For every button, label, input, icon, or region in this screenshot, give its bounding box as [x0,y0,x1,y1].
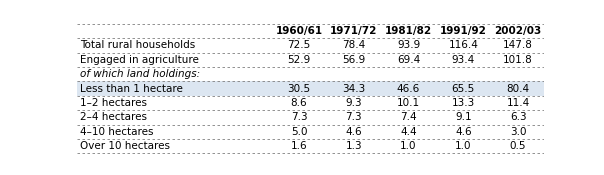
Text: 1.6: 1.6 [291,141,307,151]
Text: 56.9: 56.9 [342,55,365,65]
Text: 9.1: 9.1 [455,112,472,122]
Text: 1981/82: 1981/82 [385,26,432,36]
Text: 0.5: 0.5 [510,141,526,151]
Text: 1–2 hectares: 1–2 hectares [80,98,147,108]
Bar [77,81,545,96]
Text: 72.5: 72.5 [288,40,310,50]
Text: 4.4: 4.4 [400,127,417,137]
Text: 69.4: 69.4 [397,55,420,65]
Text: 13.3: 13.3 [452,98,475,108]
Text: 7.3: 7.3 [345,112,362,122]
Text: 1.0: 1.0 [400,141,417,151]
Text: 46.6: 46.6 [397,84,420,94]
Text: 2002/03: 2002/03 [495,26,542,36]
Text: 1960/61: 1960/61 [275,26,323,36]
Text: 4–10 hectares: 4–10 hectares [80,127,153,137]
Text: 1.3: 1.3 [345,141,362,151]
Text: 1.0: 1.0 [455,141,472,151]
Text: 93.9: 93.9 [397,40,420,50]
Text: 34.3: 34.3 [342,84,365,94]
Text: 4.6: 4.6 [345,127,362,137]
Text: 30.5: 30.5 [288,84,310,94]
Text: Over 10 hectares: Over 10 hectares [80,141,170,151]
Text: 1991/92: 1991/92 [440,26,487,36]
Text: 80.4: 80.4 [507,84,530,94]
Text: 52.9: 52.9 [288,55,310,65]
Text: 11.4: 11.4 [507,98,530,108]
Text: 65.5: 65.5 [452,84,475,94]
Text: Total rural households: Total rural households [80,40,196,50]
Text: Engaged in agriculture: Engaged in agriculture [80,55,199,65]
Text: 7.3: 7.3 [291,112,307,122]
Text: 3.0: 3.0 [510,127,526,137]
Text: 5.0: 5.0 [291,127,307,137]
Text: 116.4: 116.4 [448,40,478,50]
Text: 9.3: 9.3 [345,98,362,108]
Text: of which land holdings:: of which land holdings: [80,69,201,79]
Text: 7.4: 7.4 [400,112,417,122]
Text: 147.8: 147.8 [503,40,533,50]
Text: 10.1: 10.1 [397,98,420,108]
Text: 101.8: 101.8 [503,55,533,65]
Text: 4.6: 4.6 [455,127,472,137]
Text: 78.4: 78.4 [342,40,365,50]
Text: 93.4: 93.4 [452,55,475,65]
Text: Less than 1 hectare: Less than 1 hectare [80,84,183,94]
Text: 6.3: 6.3 [510,112,527,122]
Text: 8.6: 8.6 [291,98,307,108]
Text: 2–4 hectares: 2–4 hectares [80,112,147,122]
Text: 1971/72: 1971/72 [330,26,378,36]
